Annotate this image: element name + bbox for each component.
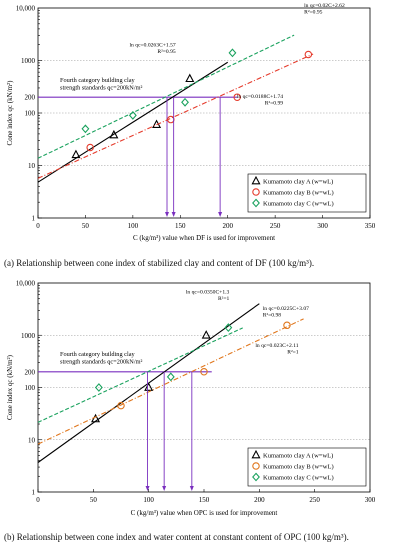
fit-equation-label: ln qc=0.0225C+3.07 R²=0.98 — [263, 306, 309, 319]
data-point — [233, 93, 241, 101]
data-point — [228, 48, 237, 58]
y-tick-label: 1000 — [21, 332, 36, 340]
fit-line — [37, 318, 304, 445]
y-tick-label: 200 — [25, 94, 36, 102]
data-point — [86, 143, 94, 152]
chart-a: 1 10 100 200 1000 10,000 0 50 100 150 200 250 300 350… — [6, 3, 376, 242]
x-tick-label: 150 — [199, 496, 210, 504]
data-point — [200, 368, 208, 376]
data-point — [304, 50, 313, 59]
x-tick-label: 0 — [36, 496, 40, 504]
legend-marker — [252, 188, 260, 196]
y-axis-label: Cone index qc (kN/m²) — [6, 354, 14, 420]
crossing-arrow — [165, 212, 170, 217]
legend-box — [247, 173, 367, 213]
series-2: ln qc=0.023C+2.11 R²=1 — [37, 318, 304, 491]
x-tick-label: 0 — [36, 222, 40, 230]
y-tick-label: 100 — [25, 110, 36, 118]
data-point — [128, 110, 137, 120]
fit-line — [37, 34, 295, 159]
data-point — [109, 129, 119, 139]
series-3: ln qc=0.02C+2.62 R²=0.95 — [37, 3, 345, 217]
data-point — [94, 383, 103, 392]
x-tick-label: 200 — [254, 496, 265, 504]
fit-equation-label: ln qc=0.023C+2.11 R²=1 — [255, 343, 298, 356]
legend-label: Kumamoto clay C (w=wL) — [263, 475, 334, 482]
data-point — [71, 149, 81, 159]
series-2: ln qc=0.0188C+1.74 R²=0.99 — [37, 50, 314, 217]
legend-label: Kumamoto clay C (w=wL) — [263, 201, 334, 208]
y-tick-label: 10,000 — [16, 5, 36, 13]
legend-marker — [251, 175, 261, 185]
x-tick-label: 150 — [175, 222, 186, 230]
legend-label: Kumamoto clay A (w=wL) — [263, 453, 333, 460]
y-tick-label: 1 — [32, 215, 36, 223]
legend-label: Kumamoto clay A (w=wL) — [263, 179, 333, 186]
x-tick-label: 300 — [317, 222, 328, 230]
standard-label: Fourth category building clay strength st… — [60, 351, 143, 366]
fit-equation-label: ln qc=0.0263C+1.57 R²=0.95 — [129, 42, 175, 55]
crossing-arrow — [145, 486, 150, 491]
x-tick-label: 100 — [128, 222, 139, 230]
y-tick-label: 1000 — [21, 57, 36, 65]
x-tick-label: 200 — [222, 222, 233, 230]
data-point — [144, 382, 154, 391]
x-tick-label: 250 — [270, 222, 281, 230]
crossing-arrow — [171, 212, 176, 217]
legend-label: Kumamoto clay B (w=wL) — [263, 190, 334, 197]
y-tick-label: 10 — [28, 162, 36, 170]
caption-b: (b) Relationship between cone index and … — [4, 532, 349, 542]
legend-marker — [252, 198, 260, 208]
crossing-arrow — [189, 486, 194, 491]
legend-marker — [252, 472, 260, 482]
fit-line — [37, 327, 243, 423]
legend-label: Kumamoto clay B (w=wL) — [263, 464, 334, 471]
data-point — [185, 73, 195, 83]
x-tick-label: 100 — [143, 496, 154, 504]
legend-marker — [252, 462, 260, 470]
legend-marker — [251, 449, 261, 459]
data-point — [201, 330, 211, 339]
data-point — [283, 321, 291, 330]
fit-equation-label: ln qc=0.0188C+1.74 R²=0.99 — [237, 94, 283, 107]
y-tick-label: 200 — [25, 368, 36, 376]
fit-line — [37, 53, 314, 179]
y-tick-label: 1 — [32, 489, 36, 497]
x-axis-label: C (kg/m³) value when OPC is used for imp… — [131, 509, 278, 517]
caption-a: (a) Relationship between cone index of s… — [4, 258, 315, 268]
series-1: ln qc=0.0263C+1.57 R²=0.95 — [37, 42, 229, 217]
y-tick-label: 10 — [28, 436, 36, 444]
x-tick-label: 50 — [90, 496, 98, 504]
data-point — [117, 401, 125, 410]
x-tick-label: 50 — [82, 222, 90, 230]
series-3: ln qc=0.0225C+3.07 R²=0.98 — [37, 306, 309, 491]
y-tick-label: 10,000 — [16, 280, 36, 288]
fit-equation-label: ln qc=0.02C+2.62 R²=0.95 — [304, 3, 345, 16]
x-tick-label: 300 — [365, 496, 376, 504]
crossing-arrow — [218, 212, 223, 217]
data-point — [166, 372, 175, 382]
data-point — [181, 97, 189, 107]
legend: Kumamoto clay A (w=wL) Kumamoto clay B (w… — [247, 447, 367, 487]
chart-b: 1 10 100 200 1000 10,000 0 50 100 150 200 250 300 C (… — [6, 280, 376, 518]
data-point — [224, 323, 233, 333]
standard-label: Fourth category building clay strength st… — [60, 77, 143, 92]
x-tick-label: 250 — [309, 496, 320, 504]
fit-equation-label: ln qc=0.0350C+1.3 R²=1 — [186, 290, 230, 303]
legend: Kumamoto clay A (w=wL) Kumamoto clay B (w… — [247, 173, 367, 213]
legend-box — [247, 447, 367, 487]
data-point — [81, 124, 90, 134]
crossing-arrow — [162, 486, 167, 491]
series-1: ln qc=0.0350C+1.3 R²=1 — [37, 290, 260, 491]
x-axis-label: C (kg/m³) value when DF is used for impr… — [133, 234, 275, 242]
x-tick-label: 350 — [365, 222, 376, 230]
y-axis-label: Cone index qc (kN/m²) — [6, 80, 14, 146]
y-tick-label: 100 — [25, 384, 36, 392]
